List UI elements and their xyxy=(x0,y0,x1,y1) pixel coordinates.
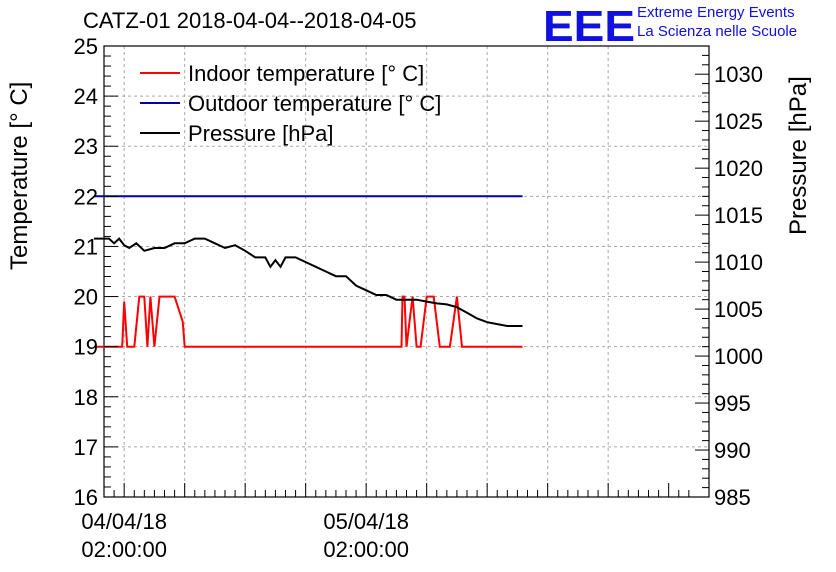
x-axis: 04/04/18 02:00:00 05/04/18 02:00:00 xyxy=(81,483,690,562)
right-tick-label: 1015 xyxy=(714,203,763,228)
right-tick-label: 990 xyxy=(714,438,751,463)
x-tick-label-time: 02:00:00 xyxy=(81,537,167,562)
logo-mark: EEE xyxy=(543,2,635,46)
left-axis: 16 17 18 19 20 21 22 23 24 25 xyxy=(74,34,118,510)
right-tick-label: 995 xyxy=(714,391,751,416)
left-tick-label: 23 xyxy=(74,134,98,159)
logo-line-2: La Scienza nelle Scuole xyxy=(637,23,798,40)
left-tick-label: 24 xyxy=(74,84,98,109)
left-tick-label: 22 xyxy=(74,184,98,209)
series-lines xyxy=(93,195,523,348)
chart-title: CATZ-01 2018-04-04--2018-04-05 xyxy=(83,8,416,33)
right-tick-label: 985 xyxy=(714,485,751,510)
right-tick-label: 1025 xyxy=(714,109,763,134)
legend: Indoor temperature [° C] Outdoor temperat… xyxy=(140,61,441,146)
x-tick-label-time: 02:00:00 xyxy=(323,537,409,562)
left-axis-label: Temperature [° C] xyxy=(6,82,33,270)
left-tick-label: 21 xyxy=(74,234,98,259)
right-tick-label: 1000 xyxy=(714,344,763,369)
series-line-2 xyxy=(93,237,523,327)
right-axis: 985 990 995 1000 1005 1010 1015 1020 1025 1030 xyxy=(695,45,763,510)
left-tick-label: 16 xyxy=(74,485,98,510)
right-axis-label: Pressure [hPa] xyxy=(785,76,812,235)
right-tick-label: 1030 xyxy=(714,62,763,87)
series-line-0 xyxy=(93,295,523,348)
left-tick-label: 19 xyxy=(74,335,98,360)
right-tick-label: 1010 xyxy=(714,250,763,275)
legend-label: Pressure [hPa] xyxy=(188,121,334,146)
x-tick-label-date: 05/04/18 xyxy=(323,509,409,534)
logo-line-1: Extreme Energy Events xyxy=(637,4,795,21)
logo-caption: Extreme Energy Events La Scienza nelle S… xyxy=(637,3,797,41)
legend-label: Indoor temperature [° C] xyxy=(188,61,424,86)
left-tick-label: 17 xyxy=(74,435,98,460)
left-tick-label: 20 xyxy=(74,285,98,310)
legend-label: Outdoor temperature [° C] xyxy=(188,91,441,116)
left-tick-label: 25 xyxy=(74,34,98,59)
left-tick-label: 18 xyxy=(74,385,98,410)
x-tick-label-date: 04/04/18 xyxy=(81,509,167,534)
eee-logo: EEE xyxy=(543,2,638,51)
right-tick-label: 1005 xyxy=(714,297,763,322)
right-tick-label: 1020 xyxy=(714,156,763,181)
